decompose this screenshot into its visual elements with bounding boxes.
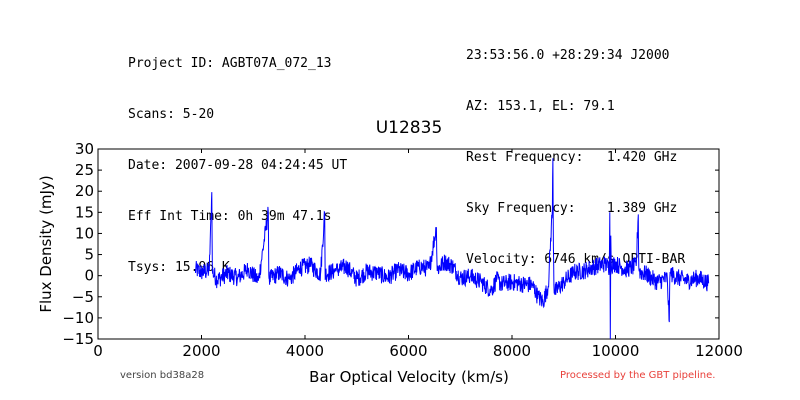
y-tick-label: 30: [75, 140, 94, 158]
y-tick-label: 20: [75, 182, 94, 200]
y-axis-label: Flux Density (mJy): [37, 175, 55, 312]
chart-title: U12835: [376, 118, 443, 138]
plot-frame: [97, 148, 720, 340]
x-tick-label: 2000: [182, 342, 220, 360]
y-tick-label: 25: [75, 161, 94, 179]
x-tick-label: 4000: [286, 342, 324, 360]
axis-ticks: [97, 148, 720, 340]
x-tick-label: 6000: [389, 342, 427, 360]
pipeline-credit-text: Processed by the GBT pipeline.: [560, 370, 716, 381]
x-tick-label: 12000: [695, 342, 743, 360]
flux-density-line: [194, 158, 710, 340]
x-tick-label: 10000: [592, 342, 640, 360]
header-info-right: 23:53:56.0 +28:29:34 J2000 AZ: 153.1, EL…: [466, 13, 685, 285]
y-tick-label: 15: [75, 203, 94, 221]
project-id-text: Project ID: AGBT07A_072_13: [128, 56, 332, 71]
version-text: version bd38a28: [120, 370, 205, 381]
y-tick-label: 10: [75, 224, 94, 242]
y-tick-label: 5: [84, 246, 94, 264]
az-el-text: AZ: 153.1, EL: 79.1: [466, 99, 615, 114]
y-tick-labels: −15 −10 −5 0 5 10 15 20 25 30: [62, 140, 94, 348]
coordinates-text: 23:53:56.0 +28:29:34 J2000: [466, 48, 670, 63]
y-tick-label: −15: [62, 330, 94, 348]
sky-frequency-text: Sky Frequency: 1.389 GHz: [466, 201, 678, 216]
y-tick-label: 0: [84, 267, 94, 285]
y-tick-label: −5: [72, 288, 94, 306]
x-tick-labels: 0 2000 4000 6000 8000 10000 12000: [93, 342, 743, 360]
date-text: Date: 2007-09-28 04:24:45 UT: [128, 158, 348, 173]
x-axis-label: Bar Optical Velocity (km/s): [309, 368, 509, 386]
y-tick-label: −10: [62, 309, 94, 327]
scans-text: Scans: 5-20: [128, 107, 215, 122]
x-tick-label: 0: [93, 342, 103, 360]
x-tick-label: 8000: [493, 342, 531, 360]
rest-frequency-text: Rest Frequency: 1.420 GHz: [466, 150, 678, 165]
